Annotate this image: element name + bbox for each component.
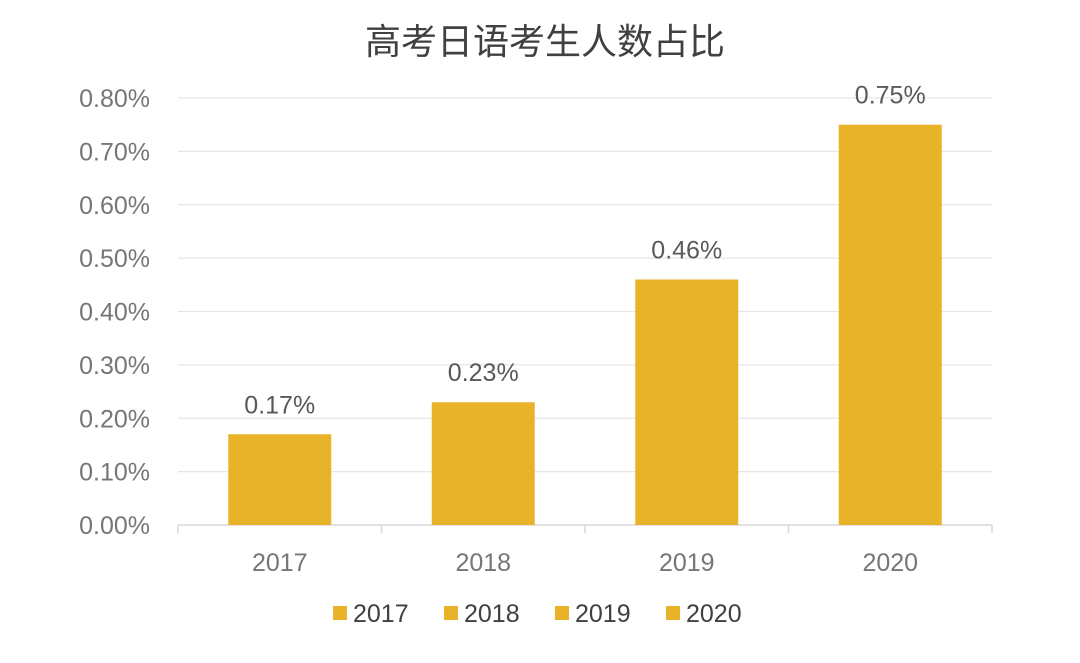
legend-swatch-2020 — [666, 606, 680, 620]
y-tick-label: 0.80% — [79, 85, 150, 113]
data-label-2018: 0.23% — [448, 359, 519, 387]
y-axis-tick-labels: 0.00% 0.10% 0.20% 0.30% 0.40% 0.50% 0.60% 0.70%… — [79, 85, 150, 540]
legend-swatch-2019 — [555, 606, 569, 620]
x-axis-tick-labels: 2017 2018 2019 2020 — [252, 549, 918, 577]
data-label-2019: 0.46% — [651, 236, 722, 264]
y-tick-label: 0.20% — [79, 405, 150, 433]
data-labels: 0.17% 0.23% 0.46% 0.75% — [244, 82, 925, 420]
x-tick-label-2020: 2020 — [862, 549, 918, 577]
legend-label-2018: 2018 — [464, 600, 520, 628]
y-tick-label: 0.60% — [79, 192, 150, 220]
bar-2019 — [635, 279, 739, 525]
y-tick-label: 0.30% — [79, 352, 150, 380]
legend-label-2019: 2019 — [575, 600, 631, 628]
data-label-2017: 0.17% — [244, 391, 315, 419]
bar-2017 — [228, 434, 332, 525]
legend-label-2020: 2020 — [686, 600, 742, 628]
grid-lines — [178, 97, 992, 473]
legend: 2017 2018 2019 2020 — [333, 600, 742, 628]
x-tick-label-2018: 2018 — [455, 549, 511, 577]
x-tick-label-2017: 2017 — [252, 549, 308, 577]
y-tick-label: 0.70% — [79, 138, 150, 166]
x-tick-label-2019: 2019 — [659, 549, 715, 577]
x-axis — [177, 524, 993, 533]
legend-swatch-2018 — [444, 606, 458, 620]
bar-2018 — [431, 402, 535, 525]
y-tick-label: 0.00% — [79, 512, 150, 540]
y-tick-label: 0.40% — [79, 299, 150, 327]
chart-title: 高考日语考生人数占比 — [365, 22, 725, 63]
bars — [228, 124, 942, 525]
bar-2020 — [838, 124, 942, 525]
y-tick-label: 0.10% — [79, 459, 150, 487]
legend-swatch-2017 — [333, 606, 347, 620]
legend-label-2017: 2017 — [353, 600, 409, 628]
data-label-2020: 0.75% — [855, 82, 926, 110]
y-tick-label: 0.50% — [79, 245, 150, 273]
